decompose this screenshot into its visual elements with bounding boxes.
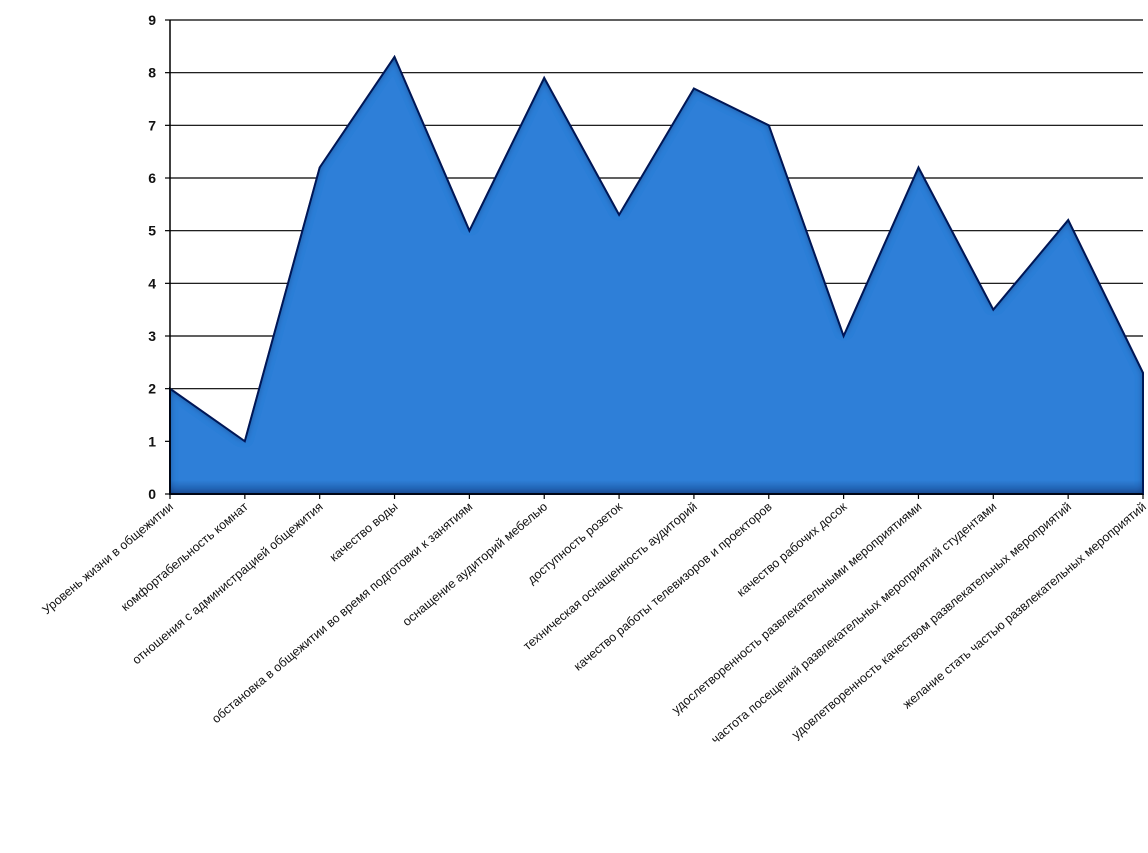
x-tick-label: частота посещений развлекательных меропр… (709, 500, 1000, 747)
area-bottom-shade (170, 480, 1143, 494)
y-tick-label: 4 (148, 275, 156, 291)
y-tick-label: 8 (148, 65, 156, 81)
y-tick-label: 6 (148, 170, 156, 186)
y-tick-label: 9 (148, 12, 156, 28)
x-tick-label: удослетворенность развлекательными мероп… (669, 500, 924, 717)
y-tick-label: 0 (148, 486, 156, 502)
x-tick-label: Уровень жизни в общежитии (40, 500, 176, 618)
x-tick-label: качество воды (327, 500, 401, 565)
x-tick-label: обстановка в общежитии во время подготов… (209, 500, 475, 726)
y-tick-label: 5 (148, 223, 156, 239)
area-fill (169, 54, 1144, 495)
area-series (169, 54, 1144, 495)
y-tick-label: 7 (148, 117, 156, 133)
y-tick-label: 2 (148, 381, 156, 397)
x-tick-label: комфортабельность комнат (118, 499, 251, 614)
x-tick-label: удовлетворенность качеством развлекатель… (789, 500, 1074, 742)
axes (165, 19, 1144, 499)
y-axis-ticks: 0 1 2 3 4 5 6 7 8 9 (148, 12, 156, 502)
y-tick-label: 1 (148, 433, 156, 449)
y-tick-label: 3 (148, 328, 156, 344)
x-axis-ticks: Уровень жизни в общежитиикомфортабельнос… (40, 499, 1148, 746)
x-tick-label: оснащение аудиторий мебелью (400, 500, 550, 629)
